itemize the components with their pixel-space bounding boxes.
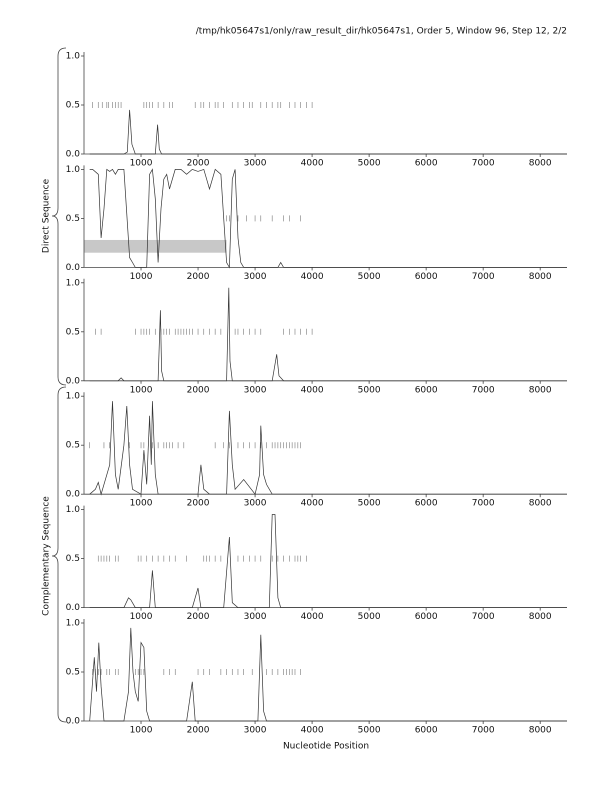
x-tick-label: 2000 <box>187 499 210 509</box>
x-tick-label: 1000 <box>130 159 153 169</box>
x-axis-label: Nucleotide Position <box>283 742 369 752</box>
x-tick-label: 5000 <box>358 385 381 395</box>
x-tick-label: 1000 <box>130 612 153 622</box>
data-line <box>89 168 567 269</box>
y-tick-label: 0.5 <box>66 101 80 111</box>
x-tick-label: 2000 <box>187 272 210 282</box>
x-tick-label: 5000 <box>358 159 381 169</box>
x-tick-label: 6000 <box>415 272 438 282</box>
x-tick-label: 5000 <box>358 726 381 736</box>
group-label: Direct Sequence <box>42 178 52 253</box>
x-tick-label: 7000 <box>472 499 495 509</box>
highlight-band <box>84 239 227 253</box>
x-tick-label: 1000 <box>130 385 153 395</box>
chart-title: /tmp/hk05647s1/only/raw_result_dir/hk056… <box>196 27 567 37</box>
x-tick-label: 8000 <box>529 385 552 395</box>
x-tick-label: 8000 <box>529 726 552 736</box>
x-tick-label: 5000 <box>358 612 381 622</box>
x-tick-label: 2000 <box>187 726 210 736</box>
x-tick-label: 3000 <box>244 612 267 622</box>
brace <box>51 386 67 723</box>
brace <box>51 47 67 386</box>
y-tick-label: 1.0 <box>66 619 81 629</box>
x-tick-label: 4000 <box>301 612 324 622</box>
x-tick-label: 4000 <box>301 499 324 509</box>
y-tick-label: 0.0 <box>66 603 81 613</box>
group-label: Complementary Sequence <box>42 496 52 616</box>
x-tick-label: 7000 <box>472 726 495 736</box>
x-tick-label: 4000 <box>301 726 324 736</box>
x-tick-label: 5000 <box>358 272 381 282</box>
x-tick-label: 1000 <box>130 499 153 509</box>
data-line <box>89 514 567 608</box>
x-tick-label: 8000 <box>529 499 552 509</box>
y-tick-label: 0.5 <box>66 441 80 451</box>
y-tick-label: 1.0 <box>66 52 81 62</box>
y-tick-label: 0.0 <box>66 263 81 273</box>
y-tick-label: 1.0 <box>66 278 81 288</box>
x-tick-label: 2000 <box>187 612 210 622</box>
x-tick-label: 2000 <box>187 159 210 169</box>
x-tick-label: 1000 <box>130 272 153 282</box>
y-tick-label: 0.5 <box>66 214 80 224</box>
x-tick-label: 8000 <box>529 159 552 169</box>
data-line <box>89 287 567 382</box>
y-tick-label: 1.0 <box>66 165 81 175</box>
x-tick-label: 6000 <box>415 159 438 169</box>
x-tick-label: 3000 <box>244 159 267 169</box>
x-tick-label: 4000 <box>301 385 324 395</box>
y-tick-label: 0.0 <box>66 490 81 500</box>
x-tick-label: 6000 <box>415 499 438 509</box>
x-tick-label: 7000 <box>472 385 495 395</box>
y-tick-label: 0.0 <box>66 717 81 727</box>
x-tick-label: 1000 <box>130 726 153 736</box>
x-tick-label: 2000 <box>187 385 210 395</box>
x-tick-label: 8000 <box>529 272 552 282</box>
y-tick-label: 0.0 <box>66 376 81 386</box>
x-tick-label: 7000 <box>472 612 495 622</box>
y-tick-label: 1.0 <box>66 392 81 402</box>
y-tick-label: 0.5 <box>66 554 80 564</box>
x-tick-label: 6000 <box>415 726 438 736</box>
x-tick-label: 6000 <box>415 612 438 622</box>
x-tick-label: 7000 <box>472 159 495 169</box>
x-tick-label: 3000 <box>244 499 267 509</box>
data-line <box>89 627 567 722</box>
y-tick-label: 0.5 <box>66 668 80 678</box>
x-tick-label: 5000 <box>358 499 381 509</box>
data-line <box>89 109 567 155</box>
x-tick-label: 6000 <box>415 385 438 395</box>
y-tick-label: 0.5 <box>66 327 80 337</box>
data-line <box>89 401 567 496</box>
x-tick-label: 3000 <box>244 385 267 395</box>
x-tick-label: 7000 <box>472 272 495 282</box>
x-tick-label: 4000 <box>301 159 324 169</box>
y-tick-label: 0.0 <box>66 150 81 160</box>
y-tick-label: 1.0 <box>66 505 81 515</box>
x-tick-label: 8000 <box>529 612 552 622</box>
x-tick-label: 3000 <box>244 726 267 736</box>
x-tick-label: 4000 <box>301 272 324 282</box>
x-tick-label: 3000 <box>244 272 267 282</box>
